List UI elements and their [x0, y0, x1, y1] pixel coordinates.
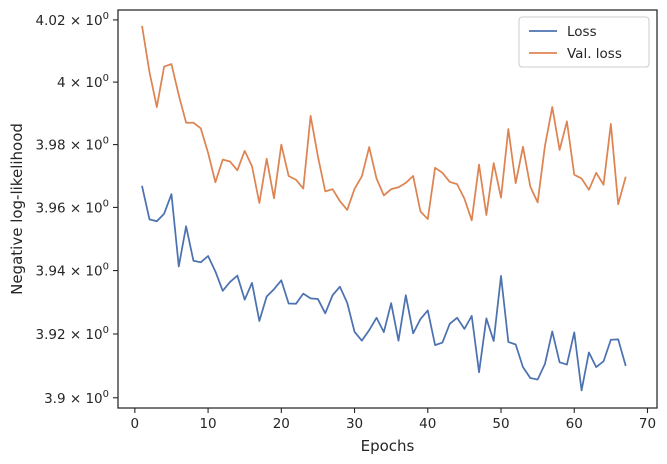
x-tick-label: 70 — [639, 416, 656, 432]
x-tick-label: 50 — [492, 416, 509, 432]
x-tick-label: 30 — [346, 416, 363, 432]
legend: Loss Val. loss — [518, 16, 650, 68]
series-layer — [141, 25, 627, 392]
y-tick-label: 3.92 × 100 — [35, 325, 109, 343]
series-line-2 — [141, 25, 627, 222]
x-tick-label: 60 — [566, 416, 583, 432]
y-tick-label: 3.94 × 100 — [35, 262, 109, 280]
x-tick-label: 20 — [273, 416, 290, 432]
y-tick-label: 3.96 × 100 — [35, 198, 109, 216]
y-axis-ticks: 3.9 × 100 3.92 × 100 3.94 × 100 3.96 × 100 3… — [35, 11, 118, 407]
x-axis-ticks: 0 10 20 30 40 50 60 70 — [131, 408, 656, 432]
y-tick-label: 3.98 × 100 — [35, 136, 109, 154]
legend-label-2: Val. loss — [567, 46, 622, 62]
y-tick-label: 3.9 × 100 — [44, 389, 109, 407]
y-axis-label: Negative log-likelihood — [8, 123, 26, 295]
x-tick-label: 40 — [419, 416, 436, 432]
y-tick-label: 4 × 100 — [57, 73, 109, 91]
x-axis-label: Epochs — [361, 437, 415, 455]
plot-frame — [117, 9, 658, 409]
y-tick-label: 4.02 × 100 — [35, 11, 109, 29]
legend-label-1: Loss — [567, 24, 597, 40]
series-line-1 — [141, 185, 627, 392]
legend-box — [518, 16, 650, 68]
x-tick-label: 0 — [131, 416, 140, 432]
x-tick-label: 10 — [199, 416, 216, 432]
